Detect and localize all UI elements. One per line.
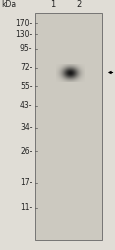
Text: 26-: 26-	[20, 147, 32, 156]
Text: 2: 2	[76, 0, 81, 9]
Text: kDa: kDa	[1, 0, 16, 9]
Text: 1: 1	[50, 0, 55, 9]
Bar	[34, 12, 101, 240]
Text: 170-: 170-	[15, 18, 32, 28]
Text: 55-: 55-	[20, 82, 32, 91]
Text: 34-: 34-	[20, 123, 32, 132]
Text: 11-: 11-	[20, 203, 32, 212]
Text: 72-: 72-	[20, 63, 32, 72]
Text: 95-: 95-	[20, 44, 32, 53]
Text: 130-: 130-	[15, 30, 32, 39]
Text: 43-: 43-	[20, 101, 32, 110]
Text: 17-: 17-	[20, 178, 32, 187]
